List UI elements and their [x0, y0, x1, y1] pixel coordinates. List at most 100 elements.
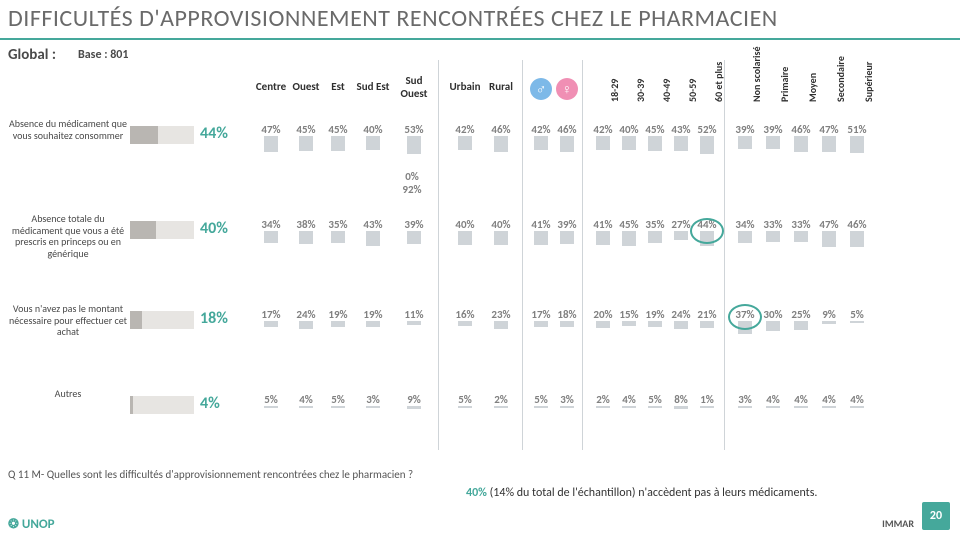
cell-sudouest: 53% [395, 124, 433, 154]
cell-est: 5% [325, 394, 351, 408]
global-bar: 4% [130, 396, 194, 414]
global-bar: 18% [130, 311, 194, 329]
cell-ouest: 4% [290, 394, 322, 408]
cell-f: 46% [556, 124, 578, 152]
cell-a1: 42% [592, 124, 614, 150]
cell-est: 35% [325, 219, 351, 243]
cell-sudest: 19% [354, 309, 392, 327]
cell-a1: 20% [592, 309, 614, 328]
cell-e3: 46% [790, 124, 812, 152]
cell-rur: 23% [486, 309, 516, 329]
cell-a3: 19% [644, 309, 666, 327]
cell-a5: 21% [696, 309, 718, 328]
question-text: Q 11 M- Quelles sont les difficultés d'a… [8, 468, 428, 481]
cell-est: 45% [325, 124, 351, 151]
cell-e5: 51% [846, 124, 868, 153]
row-label: Vous n'avez pas le montant nécessaire po… [8, 303, 128, 338]
cell-a2: 45% [618, 219, 640, 246]
cell-urb: 16% [448, 309, 482, 326]
cell-e3: 25% [790, 309, 812, 330]
col-header-urb: Urbain [448, 80, 482, 122]
cell-urb: 40% [448, 219, 482, 245]
cell-f: 18% [556, 309, 578, 327]
title-underline [0, 38, 960, 40]
cell-e4: 4% [818, 394, 840, 408]
cell-a5: 52% [696, 124, 718, 154]
cell-e4: 47% [818, 219, 840, 247]
cell-m: 41% [530, 219, 552, 245]
col-header-e2: Primaire [778, 67, 791, 102]
col-header-a2: 30-39 [634, 79, 647, 102]
global-label: Global : [8, 46, 56, 64]
cell-rur: 40% [486, 219, 516, 245]
cell-a2: 4% [618, 394, 640, 408]
cell-rur: 46% [486, 124, 516, 152]
col-header-rur: Rural [486, 80, 516, 122]
male-icon: ♂ [530, 78, 552, 100]
cell-a2: 15% [618, 309, 640, 326]
col-header-sudest: Sud Est [354, 80, 392, 122]
cell-a3: 35% [644, 219, 666, 243]
cell-a1: 2% [592, 394, 614, 408]
unop-logo: ❂ UNOP [8, 517, 55, 532]
cell-e2: 33% [762, 219, 784, 242]
cell-a3: 45% [644, 124, 666, 151]
cell-a4: 24% [670, 309, 692, 329]
cell-sudest: 43% [354, 219, 392, 246]
cell-e2: 4% [762, 394, 784, 408]
cell-a4: 43% [670, 124, 692, 151]
separator [582, 60, 583, 450]
cell-e5: 46% [846, 219, 868, 247]
cell-a5: 1% [696, 394, 718, 408]
col-header-e5: Supérieur [862, 62, 875, 102]
footer-note-pct: 40% [466, 486, 487, 500]
cell-a2: 40% [618, 124, 640, 150]
global-bar: 40% [130, 221, 194, 239]
col-header-e4: Secondaire [834, 56, 847, 102]
cell-e4: 47% [818, 124, 840, 152]
cell-e4: 9% [818, 309, 840, 324]
separator [522, 60, 523, 450]
cell-urb: 42% [448, 124, 482, 150]
cell-sudouest: 11% [395, 309, 433, 325]
cell-m: 5% [530, 394, 552, 408]
global-bar: 44% [130, 126, 194, 144]
immar-logo: IMMAR [882, 517, 914, 530]
cell-ouest: 38% [290, 219, 322, 244]
cell-a3: 5% [644, 394, 666, 408]
cell-f: 3% [556, 394, 578, 408]
footer-note-text: (14% du total de l'échantillon) n'accède… [487, 486, 818, 500]
separator [724, 60, 725, 450]
col-header-est: Est [325, 80, 351, 122]
col-header-a1: 18-29 [608, 79, 621, 102]
female-icon: ♀ [556, 78, 578, 100]
cell-a4: 27% [670, 219, 692, 240]
cell-e1: 3% [734, 394, 756, 408]
highlight-oval [690, 218, 724, 244]
cell-e1: 39% [734, 124, 756, 149]
cell-centre: 47% [255, 124, 287, 152]
col-header-sudouest: Sud Ouest [395, 74, 433, 116]
cell-m: 42% [530, 124, 552, 150]
footer-note: 40% (14% du total de l'échantillon) n'ac… [466, 486, 886, 500]
col-header-centre: Centre [255, 80, 287, 122]
col-header-a3: 40-49 [660, 79, 673, 102]
cell-est: 19% [325, 309, 351, 327]
cell-e1: 34% [734, 219, 756, 243]
col-header-ouest: Ouest [290, 80, 322, 122]
anomaly-label: 0%92% [395, 170, 429, 196]
cell-centre: 5% [255, 394, 287, 408]
cell-sudouest: 9% [395, 394, 433, 409]
page-title: DIFFICULTÉS D'APPROVISIONNEMENT RENCONTR… [8, 4, 778, 33]
col-header-e1: Non scolarisé [750, 46, 763, 102]
cell-e5: 5% [846, 309, 868, 323]
row-label: Absence totale du médicament que vous a … [8, 213, 128, 259]
page-number: 20 [922, 502, 950, 530]
cell-e3: 33% [790, 219, 812, 242]
cell-f: 39% [556, 219, 578, 244]
cell-centre: 34% [255, 219, 287, 243]
base-label: Base : 801 [78, 48, 128, 62]
separator [438, 60, 439, 450]
cell-e5: 4% [846, 394, 868, 408]
col-header-a4: 50-59 [686, 79, 699, 102]
